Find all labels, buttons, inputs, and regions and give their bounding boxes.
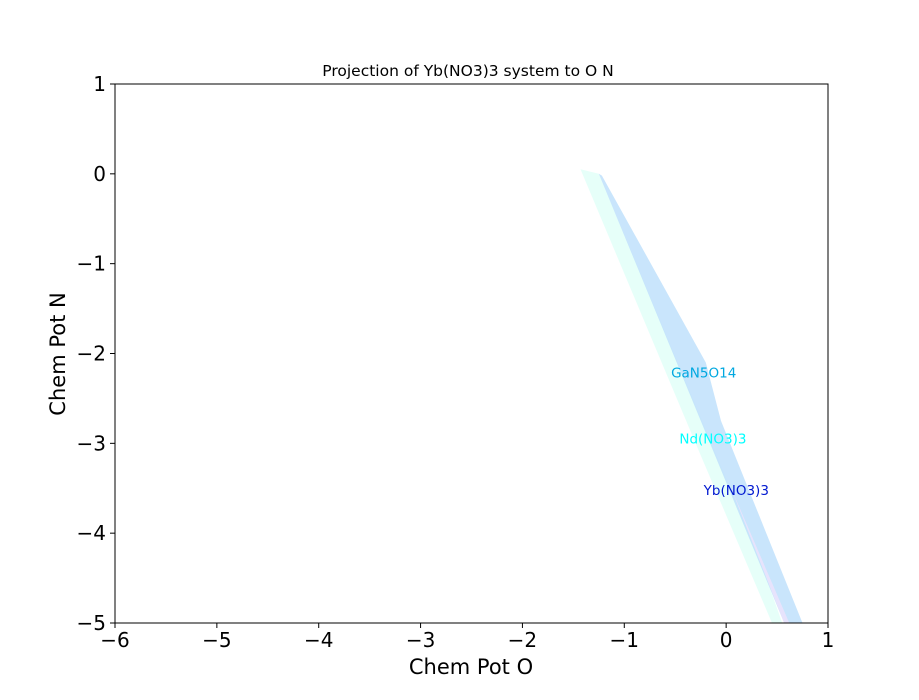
- chart-title: Projection of Yb(NO3)3 system to O N: [322, 62, 613, 80]
- x-tick-label-4: −2: [508, 628, 537, 652]
- x-tick-label-0: −6: [100, 628, 129, 652]
- x-tick-label-3: −3: [406, 628, 435, 652]
- x-tick-label-7: 1: [822, 628, 835, 652]
- plot-frame: [114, 83, 829, 624]
- y-tick-label-1: 0: [93, 162, 106, 186]
- region-label-layer: Nd(NO3)3 GaN5O14 Yb(NO3)3: [671, 365, 769, 499]
- y-tick-label-4: −3: [77, 431, 106, 455]
- region-label-0: Nd(NO3)3: [679, 432, 746, 448]
- y-tick-label-3: −2: [77, 342, 106, 366]
- y-axis-title: Chem Pot N: [46, 292, 70, 415]
- x-tick-label-6: 0: [720, 628, 733, 652]
- x-axis: −6 −5 −4 −3 −2 −1 0 1: [100, 623, 834, 652]
- y-tick-label-5: −4: [77, 521, 106, 545]
- y-axis: 1 0 −1 −2 −3 −4 −5: [77, 72, 115, 635]
- y-tick-label-2: −1: [77, 252, 106, 276]
- region-label-2: Yb(NO3)3: [703, 483, 769, 499]
- x-axis-title: Chem Pot O: [409, 655, 533, 679]
- region-layer: [580, 169, 803, 624]
- region-1: [598, 173, 803, 624]
- region-0: [580, 169, 783, 624]
- x-tick-label-1: −5: [202, 628, 231, 652]
- y-tick-label-0: 1: [93, 72, 106, 96]
- region-2: [731, 488, 790, 623]
- x-tick-label-2: −4: [304, 628, 333, 652]
- region-label-1: GaN5O14: [671, 365, 736, 381]
- y-tick-label-6: −5: [77, 611, 106, 635]
- x-tick-label-5: −1: [610, 628, 639, 652]
